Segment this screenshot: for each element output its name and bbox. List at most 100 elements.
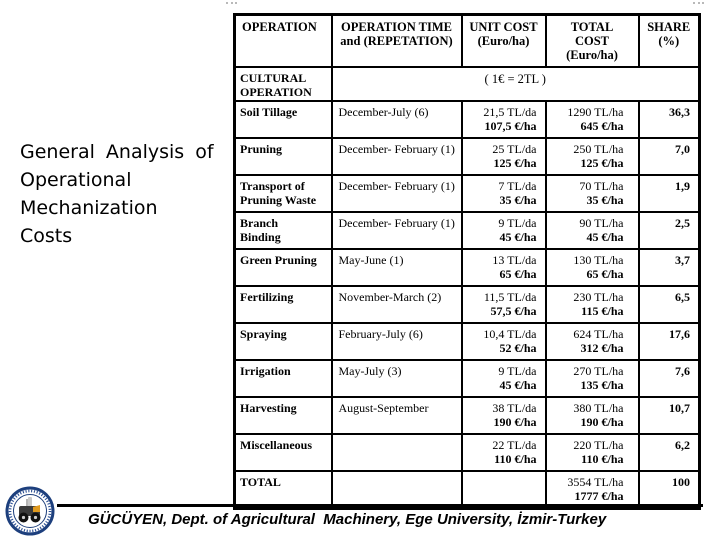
- unit-cost-tl: 11,5 TL/da: [483, 290, 537, 304]
- unit-cost-eur: 110 €/ha: [494, 452, 537, 466]
- operation-name: TOTAL: [233, 470, 333, 509]
- total-cost-tl: 3554 TL/ha: [567, 475, 624, 489]
- operation-name: Fertilizing: [233, 285, 333, 324]
- unit-cost-tl: 38 TL/da: [492, 401, 537, 415]
- unit-cost-eur: 57,5 €/ha: [490, 304, 537, 318]
- unit-cost-tl: 9 TL/da: [498, 364, 537, 378]
- share-value: 1,9: [637, 174, 701, 213]
- operation-time: [330, 433, 463, 472]
- col-header-operation-time: OPERATION TIME and (REPETATION): [330, 13, 463, 68]
- unit-cost-tl: 10,4 TL/da: [483, 327, 537, 341]
- total-cost-eur: 312 €/ha: [580, 341, 624, 355]
- placeholder-corner-mark: [693, 2, 704, 8]
- total-cost-tl: 250 TL/ha: [573, 142, 624, 156]
- operation-name: Pruning: [233, 137, 333, 176]
- share-value: 7,0: [637, 137, 701, 176]
- cost-table-body: CULTURAL OPERATION ( 1€ = 2TL ) Soil Til…: [233, 66, 701, 509]
- share-value: 17,6: [637, 322, 701, 361]
- total-cost-tl: 380 TL/ha: [573, 401, 624, 415]
- table-header-row: OPERATION OPERATION TIME and (REPETATION…: [233, 13, 701, 68]
- cost-table-container: OPERATION OPERATION TIME and (REPETATION…: [233, 13, 701, 510]
- total-cost-cell: 3554 TL/ha 1777 €/ha: [544, 470, 640, 509]
- total-cost-eur: 125 €/ha: [580, 156, 624, 170]
- exchange-rate-note: ( 1€ = 2TL ): [330, 66, 701, 102]
- total-cost-eur: 35 €/ha: [586, 193, 624, 207]
- table-row: Pruning December- February (1) 25 TL/da …: [233, 137, 701, 176]
- total-cost-eur: 65 €/ha: [586, 267, 624, 281]
- operation-name: Harvesting: [233, 396, 333, 435]
- operation-name: Miscellaneous: [233, 433, 333, 472]
- operation-time: December- February (1): [330, 137, 463, 176]
- total-cost-cell: 270 TL/ha 135 €/ha: [544, 359, 640, 398]
- total-cost-cell: 70 TL/ha 35 €/ha: [544, 174, 640, 213]
- total-cost-cell: 90 TL/ha 45 €/ha: [544, 211, 640, 250]
- table-row: Soil Tillage December-July (6) 21,5 TL/d…: [233, 100, 701, 139]
- operation-name: Soil Tillage: [233, 100, 333, 139]
- total-cost-tl: 70 TL/ha: [579, 179, 624, 193]
- operation-time: May-July (3): [330, 359, 463, 398]
- unit-cost-cell: 13 TL/da 65 €/ha: [460, 248, 547, 287]
- university-logo-icon: [5, 486, 55, 536]
- col-header-unit-cost: UNIT COST (Euro/ha): [460, 13, 547, 68]
- operation-time: December- February (1): [330, 174, 463, 213]
- operation-time: December-July (6): [330, 100, 463, 139]
- slide-title: General Analysis of Operational Mechaniz…: [20, 141, 214, 247]
- unit-cost-tl: 7 TL/da: [498, 179, 537, 193]
- total-cost-cell: 624 TL/ha 312 €/ha: [544, 322, 640, 361]
- total-cost-tl: 624 TL/ha: [573, 327, 624, 341]
- total-cost-tl: 1290 TL/ha: [567, 105, 624, 119]
- table-row: Green Pruning May-June (1) 13 TL/da 65 €…: [233, 248, 701, 287]
- unit-cost-tl: 22 TL/da: [492, 438, 537, 452]
- unit-cost-cell: 10,4 TL/da 52 €/ha: [460, 322, 547, 361]
- total-cost-tl: 90 TL/ha: [579, 216, 624, 230]
- total-cost-tl: 270 TL/ha: [573, 364, 624, 378]
- unit-cost-cell: 21,5 TL/da 107,5 €/ha: [460, 100, 547, 139]
- footer-credit: GÜCÜYEN, Dept. of Agricultural Machinery…: [88, 511, 607, 528]
- cultural-operation-row: CULTURAL OPERATION ( 1€ = 2TL ): [233, 66, 701, 102]
- unit-cost-cell: [460, 470, 547, 509]
- total-cost-cell: 230 TL/ha 115 €/ha: [544, 285, 640, 324]
- unit-cost-cell: 22 TL/da 110 €/ha: [460, 433, 547, 472]
- footer-rule: [57, 504, 703, 507]
- table-row: Fertilizing November-March (2) 11,5 TL/d…: [233, 285, 701, 324]
- col-header-total-cost: TOTAL COST (Euro/ha): [544, 13, 640, 68]
- share-value: 7,6: [637, 359, 701, 398]
- unit-cost-eur: 45 €/ha: [499, 230, 537, 244]
- total-cost-tl: 130 TL/ha: [573, 253, 624, 267]
- operation-time: August-September: [330, 396, 463, 435]
- unit-cost-cell: 7 TL/da 35 €/ha: [460, 174, 547, 213]
- unit-cost-tl: 25 TL/da: [492, 142, 537, 156]
- total-cost-cell: 380 TL/ha 190 €/ha: [544, 396, 640, 435]
- unit-cost-tl: 9 TL/da: [498, 216, 537, 230]
- total-cost-tl: 220 TL/ha: [573, 438, 624, 452]
- total-cost-eur: 645 €/ha: [580, 119, 624, 133]
- share-value: 10,7: [637, 396, 701, 435]
- unit-cost-cell: 25 TL/da 125 €/ha: [460, 137, 547, 176]
- table-row: Spraying February-July (6) 10,4 TL/da 52…: [233, 322, 701, 361]
- total-cost-cell: 130 TL/ha 65 €/ha: [544, 248, 640, 287]
- cultural-operation-label: CULTURAL OPERATION: [233, 66, 333, 102]
- unit-cost-eur: 35 €/ha: [499, 193, 537, 207]
- unit-cost-eur: 190 €/ha: [493, 415, 537, 429]
- operation-time: November-March (2): [330, 285, 463, 324]
- share-value: 6,5: [637, 285, 701, 324]
- operation-time: May-June (1): [330, 248, 463, 287]
- table-row: Branch Binding December- February (1) 9 …: [233, 211, 701, 250]
- placeholder-corner-mark: [226, 2, 237, 8]
- operation-name: Irrigation: [233, 359, 333, 398]
- unit-cost-eur: 52 €/ha: [499, 341, 537, 355]
- total-cost-eur: 1777 €/ha: [574, 489, 624, 503]
- unit-cost-cell: 9 TL/da 45 €/ha: [460, 211, 547, 250]
- total-cost-cell: 220 TL/ha 110 €/ha: [544, 433, 640, 472]
- table-row: Harvesting August-September 38 TL/da 190…: [233, 396, 701, 435]
- share-value: 2,5: [637, 211, 701, 250]
- share-value: 3,7: [637, 248, 701, 287]
- unit-cost-cell: 11,5 TL/da 57,5 €/ha: [460, 285, 547, 324]
- share-value: 6,2: [637, 433, 701, 472]
- operation-name: Transport of Pruning Waste: [233, 174, 333, 213]
- total-cost-cell: 1290 TL/ha 645 €/ha: [544, 100, 640, 139]
- total-cost-eur: 110 €/ha: [581, 452, 624, 466]
- operation-name: Green Pruning: [233, 248, 333, 287]
- unit-cost-cell: 9 TL/da 45 €/ha: [460, 359, 547, 398]
- operation-time: February-July (6): [330, 322, 463, 361]
